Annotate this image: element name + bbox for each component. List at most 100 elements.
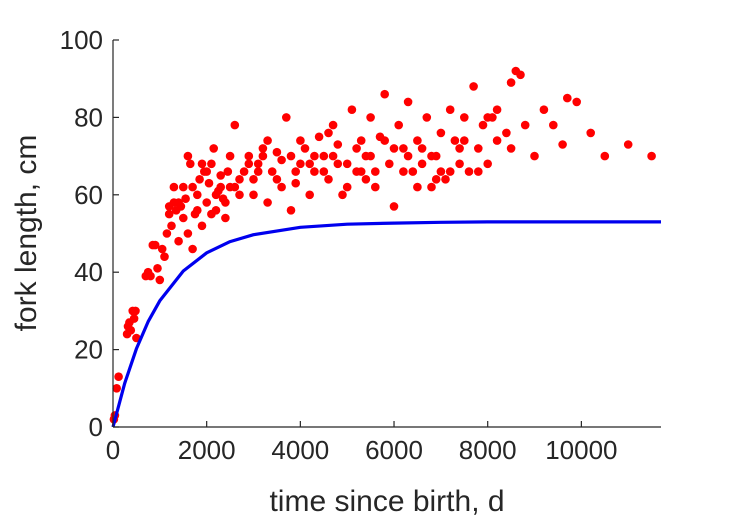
data-point-7: [126, 326, 136, 335]
data-point-30: [183, 151, 193, 161]
data-point-26: [174, 236, 183, 246]
data-point-98: [460, 113, 469, 122]
data-point-157: [174, 198, 183, 207]
data-point-111: [530, 151, 539, 161]
data-point-20: [160, 252, 169, 261]
data-point-22: [164, 209, 174, 219]
data-point-38: [202, 198, 211, 207]
data-point-106: [502, 128, 511, 138]
data-point-70: [328, 120, 338, 130]
data-point-34: [193, 190, 202, 200]
y-tick-label: 80: [74, 102, 103, 132]
data-point-125: [235, 175, 244, 184]
data-point-56: [263, 198, 272, 207]
data-point-138: [455, 144, 464, 153]
data-point-124: [221, 198, 230, 207]
x-axis-label: time since birth, d: [269, 485, 504, 518]
data-point-141: [179, 213, 188, 223]
data-point-66: [310, 167, 319, 176]
data-point-123: [207, 209, 216, 219]
data-point-63: [296, 159, 305, 169]
data-point-119: [623, 140, 633, 149]
data-point-52: [244, 151, 254, 161]
data-point-102: [478, 120, 488, 130]
data-point-113: [549, 120, 558, 130]
data-point-116: [572, 97, 581, 107]
y-tick-label: 60: [74, 180, 103, 210]
data-point-61: [286, 206, 296, 215]
data-point-171: [352, 167, 361, 176]
data-point-55: [258, 144, 268, 153]
y-axis-ticks: 0 20 40 60 80 100: [60, 25, 119, 442]
data-point-57: [267, 167, 277, 176]
data-point-90: [422, 113, 432, 122]
data-point-156: [427, 151, 436, 161]
data-point-18: [155, 275, 165, 285]
data-point-150: [188, 182, 197, 192]
data-point-159: [230, 182, 240, 192]
x-tick-label: 10000: [545, 435, 617, 465]
data-point-78: [366, 113, 375, 122]
data-point-49: [230, 120, 240, 130]
data-point-105: [492, 136, 502, 145]
data-point-74: [347, 105, 357, 114]
data-point-133: [361, 175, 371, 184]
data-point-154: [333, 159, 343, 169]
x-tick-label: 6000: [365, 435, 423, 465]
data-point-142: [202, 167, 211, 176]
data-point-173: [431, 175, 441, 184]
data-point-137: [436, 167, 446, 176]
data-point-100: [469, 82, 478, 91]
data-point-99: [464, 167, 474, 176]
y-tick-label: 20: [74, 335, 103, 365]
data-point-151: [211, 190, 221, 200]
data-point-14: [146, 271, 155, 281]
y-axis-label: fork length, cm: [10, 135, 43, 332]
data-point-21: [162, 229, 172, 238]
data-point-97: [455, 159, 464, 169]
data-point-17: [153, 264, 162, 273]
data-point-81: [380, 89, 390, 99]
data-point-134: [380, 136, 390, 145]
data-point-129: [296, 136, 305, 145]
data-point-118: [600, 151, 610, 161]
data-point-83: [389, 202, 399, 211]
data-point-101: [474, 144, 483, 153]
data-point-89: [417, 159, 427, 169]
data-point-44: [216, 171, 225, 180]
data-point-109: [516, 70, 525, 80]
data-point-174: [483, 113, 493, 122]
data-point-130: [310, 151, 319, 161]
data-point-88: [413, 136, 422, 145]
data-point-50: [235, 190, 244, 200]
data-point-165: [445, 167, 455, 176]
data-point-93: [436, 128, 446, 138]
data-point-152: [244, 159, 254, 169]
data-point-155: [371, 167, 380, 176]
data-point-135: [399, 167, 408, 176]
data-point-140: [492, 105, 502, 114]
data-point-127: [263, 136, 272, 145]
data-marks: [109, 66, 661, 428]
data-point-91: [427, 182, 436, 192]
data-point-94: [441, 175, 450, 184]
data-point-149: [506, 144, 516, 153]
data-point-172: [389, 144, 399, 153]
data-point-148: [460, 136, 469, 145]
data-point-86: [403, 97, 413, 107]
data-point-128: [277, 182, 286, 192]
data-point-112: [539, 105, 549, 114]
data-point-29: [181, 194, 190, 203]
data-point-23: [167, 221, 176, 231]
data-point-167: [183, 229, 193, 238]
x-axis-ticks: 0 2000 4000 6000 8000 10000: [106, 421, 618, 465]
data-point-82: [385, 159, 394, 169]
data-point-67: [314, 132, 324, 142]
data-point-95: [445, 105, 455, 114]
x-tick-label: 8000: [459, 435, 517, 465]
data-point-68: [319, 151, 329, 161]
data-point-39: [204, 178, 214, 188]
data-point-35: [195, 175, 204, 184]
data-point-131: [324, 128, 333, 138]
